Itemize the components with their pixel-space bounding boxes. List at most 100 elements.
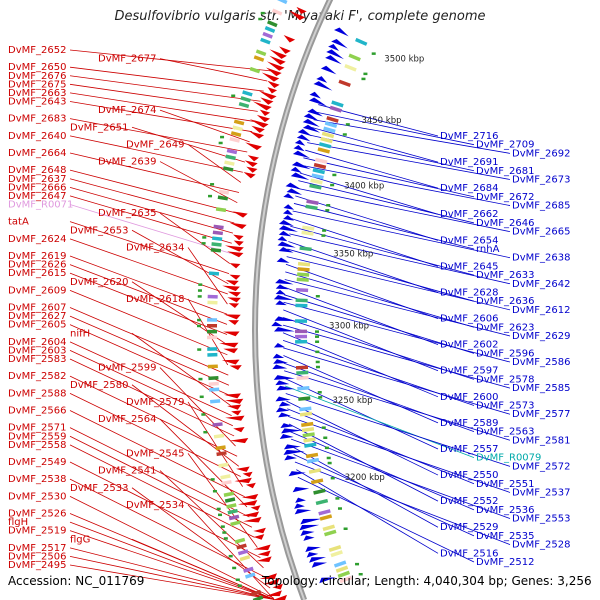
connector-line [293,454,475,537]
reverse-arrow-icon [290,166,302,173]
connector-line [69,264,228,325]
gene-label: DvMF_2645 [440,261,498,272]
forward-arrow-icon [224,245,244,252]
connector-line [69,152,240,193]
feature-tracks [197,0,376,600]
reverse-arrow-icon [280,423,294,429]
gene-label: DvMF_2665 [512,227,570,238]
forward-arrow-icon [269,55,286,65]
kbp-tick-label: 3450 kbp [361,116,401,126]
connector-line [69,358,235,437]
connector-line [187,401,243,487]
reverse-arrow-icon [288,471,306,477]
forward-arrow-icon [225,415,245,421]
gene-label: DvMF_2495 [8,560,66,571]
gene-label: DvMF_2566 [8,406,66,417]
forward-arrow-icon [224,398,244,404]
forward-arrow-icon [229,274,241,280]
forward-arrow-icon [279,46,291,54]
reverse-arrow-icon [294,503,305,509]
forward-arrow-icon [260,97,274,105]
gene-label: DvMF_2638 [512,253,570,264]
gene-label: DvMF_2516 [440,548,498,559]
connector-line [287,408,475,485]
gene-label: DvMF_2526 [8,509,66,520]
connector-line [282,324,511,389]
connector-line [296,469,439,554]
connector-line [285,271,475,328]
gene-label: DvMF_2652 [8,45,66,56]
gene-label: rnhA [476,244,500,255]
gene-label: DvMF_2559 [8,431,66,442]
connector-line [282,332,439,398]
connector-line [69,169,236,214]
forward-arrow-icon [228,320,240,325]
gene-label: DvMF_2612 [512,305,570,316]
forward-arrow-icon [229,437,249,444]
reverse-arrow-icon [293,145,305,152]
reverse-arrow-icon [276,385,295,391]
gene-label: DvMF_2588 [8,388,66,399]
reverse-arrow-icon [278,401,291,407]
reverse-arrow-icon [311,562,328,568]
reverse-arrow-icon [291,161,311,170]
gene-label: DvMF_2564 [98,414,156,425]
connector-line [287,248,475,302]
reverse-arrow-icon [299,524,320,531]
forward-arrow-icon [233,240,244,246]
connector-line [69,135,243,173]
forward-arrow-icon [242,471,253,478]
connector-line [69,461,261,558]
connector-line [284,286,439,346]
gene-label: DvMF_2596 [476,348,534,359]
connector-line [283,301,511,363]
reverse-arrow-icon [278,225,299,232]
forward-arrow-icon [247,155,259,162]
connector-line [69,350,233,427]
forward-arrow-icon [288,10,306,21]
connector-line [131,332,231,406]
forward-arrow-icon [225,280,239,286]
gene-label: DvMF_2676 [8,71,66,82]
forward-arrow-icon [296,6,307,15]
forward-arrow-icon [223,331,240,337]
gene-label: DvMF_2636 [476,296,534,307]
gene-label: DvMF_2605 [8,320,66,331]
connector-line [285,393,511,467]
connector-line [187,144,242,183]
reverse-arrow-icon [328,43,340,52]
gene-label: DvMF_2572 [512,461,570,472]
connector-line [69,341,232,417]
connector-line [69,392,241,477]
connector-line [289,431,475,511]
gene-label: DvMF_2606 [440,314,498,325]
gene-label: DvMF_2653 [70,225,128,236]
connector-line [283,294,475,354]
forward-arrow-icon [250,505,261,511]
forward-arrow-icon [227,251,244,258]
gene-label: DvMF_2716 [440,131,498,142]
gene-label: DvMF_2640 [8,131,66,142]
reverse-arrow-icon [295,497,306,503]
connector-line [69,530,275,600]
gene-label: DvMF_2662 [440,209,498,220]
reverse-arrow-icon [283,449,305,455]
forward-arrow-icon [219,342,239,348]
connector-line [69,315,230,386]
reverse-arrow-icon [275,289,286,295]
reverse-arrow-icon [294,139,306,146]
forward-arrow-icon [259,109,271,117]
connector-line [309,134,475,172]
connector-line [159,161,238,204]
forward-arrow-icon [253,544,271,551]
gene-label: DvMF_2551 [476,479,534,490]
accession-label: Accession: NC_011769 [8,574,145,588]
connector-line [305,149,439,189]
forward-arrow-icon [283,34,296,43]
reverse-arrow-icon [283,215,295,221]
reverse-arrow-icon [275,284,289,290]
forward-arrow-icon [249,119,269,128]
gene-label: DvMF_2666 [8,182,66,193]
